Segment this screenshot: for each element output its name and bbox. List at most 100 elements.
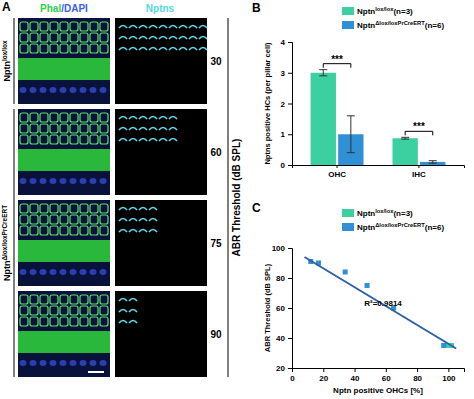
hair-cell <box>50 295 58 304</box>
hair-cell <box>50 215 58 224</box>
nucleus <box>30 178 37 184</box>
nucleus <box>100 269 107 275</box>
significance-label: *** <box>331 54 343 65</box>
pillar-band <box>18 58 110 80</box>
hair-cell <box>80 306 88 315</box>
hair-cell <box>50 33 58 42</box>
y-axis-tick: 1 <box>281 130 292 139</box>
nucleus <box>30 360 37 366</box>
hair-cell <box>20 226 28 235</box>
nptn-signal <box>149 37 157 40</box>
nucleus <box>70 360 77 366</box>
hair-cell <box>60 135 68 144</box>
point <box>343 270 348 275</box>
x-axis-tick-mark <box>448 368 449 372</box>
hair-cell <box>70 124 78 133</box>
hair-cell <box>80 124 88 133</box>
nptn-signal <box>149 139 157 142</box>
y-axis-tick-mark <box>288 368 292 369</box>
nptn-signal <box>129 299 137 302</box>
hair-cell <box>50 113 58 122</box>
y-axis-tick-label: 4 <box>281 38 286 47</box>
nptn-signal <box>129 128 137 131</box>
nptn-signal <box>159 139 167 142</box>
hair-cell <box>20 124 28 133</box>
legend-label: NptnΔlox/loxPrCreERT(n=6) <box>357 222 444 232</box>
nptn-signal <box>119 37 127 40</box>
hair-cell <box>40 226 48 235</box>
hair-cell <box>40 215 48 224</box>
hair-cell <box>40 22 48 31</box>
x-axis-tick: IHC <box>412 165 426 179</box>
hair-cell <box>30 226 38 235</box>
hair-cell <box>60 306 68 315</box>
nucleus <box>20 269 27 275</box>
legend-swatch <box>342 21 354 29</box>
x-axis-tick-mark <box>386 368 387 372</box>
nptn-signal <box>179 26 187 29</box>
x-axis-tick-mark <box>417 368 418 372</box>
plot-area <box>311 70 446 165</box>
hair-cell <box>100 33 108 42</box>
hair-cell <box>60 113 68 122</box>
error-bar <box>319 70 327 76</box>
hair-cell <box>100 135 108 144</box>
hair-cell <box>30 33 38 42</box>
significance-label: *** <box>413 121 425 132</box>
y-axis-tick: 4 <box>281 38 292 47</box>
image-phal <box>18 109 110 195</box>
y-axis-tick-label: 2 <box>281 100 286 109</box>
threshold-label: 60 <box>210 147 222 158</box>
nptn-signal <box>149 26 157 29</box>
nptn-signal <box>129 321 137 324</box>
nptn-signal <box>169 48 177 51</box>
x-axis-tick-mark <box>418 165 419 168</box>
nptn-signal <box>159 26 167 29</box>
hair-cell <box>100 306 108 315</box>
hair-cell <box>80 33 88 42</box>
fit-line <box>305 257 457 349</box>
nptn-signal <box>129 139 137 142</box>
hair-cell <box>30 135 38 144</box>
nptn-signal <box>189 26 197 29</box>
hair-cell <box>60 124 68 133</box>
hair-cell <box>40 113 48 122</box>
hair-cell <box>50 44 58 53</box>
nptn-signal <box>129 208 137 211</box>
y-axis-tick: 40 <box>276 334 292 343</box>
hair-cell <box>30 215 38 224</box>
nptn-signal <box>179 37 187 40</box>
panel-c: C20406080100020406080100Nptn positive OH… <box>252 201 465 395</box>
hair-cell <box>20 113 28 122</box>
axis-label: ABR Threshold (dB SPL) <box>231 139 242 257</box>
nucleus <box>60 87 67 93</box>
x-axis-tick-mark <box>355 368 356 372</box>
bar <box>311 73 336 165</box>
error-bar <box>429 161 437 163</box>
hair-cell <box>70 306 78 315</box>
nucleus <box>80 360 87 366</box>
hair-cell <box>20 317 28 326</box>
y-axis-tick-label: 3 <box>281 69 286 78</box>
nptn-signal <box>119 310 127 313</box>
hair-cell <box>80 204 88 213</box>
threshold-label: 90 <box>210 329 222 340</box>
legend-swatch <box>342 7 354 15</box>
nptn-signal <box>119 117 127 120</box>
nptn-signal <box>119 208 127 211</box>
hair-cell <box>90 317 98 326</box>
hair-cell <box>70 215 78 224</box>
nucleus <box>80 87 87 93</box>
x-axis-tick-label: 100 <box>442 374 456 383</box>
nptn-signal <box>189 37 197 40</box>
nptn-signal <box>169 37 177 40</box>
nptn-signal <box>129 117 137 120</box>
nucleus <box>50 87 57 93</box>
nptn-signal <box>119 219 127 222</box>
nptn-signal <box>119 299 127 302</box>
y-axis-tick-mark <box>288 278 292 279</box>
y-axis-tick: 0 <box>281 161 292 170</box>
x-axis-tick-label: OHC <box>328 170 346 179</box>
nptn-signal <box>139 208 147 211</box>
x-axis-tick-label: 20 <box>319 374 328 383</box>
